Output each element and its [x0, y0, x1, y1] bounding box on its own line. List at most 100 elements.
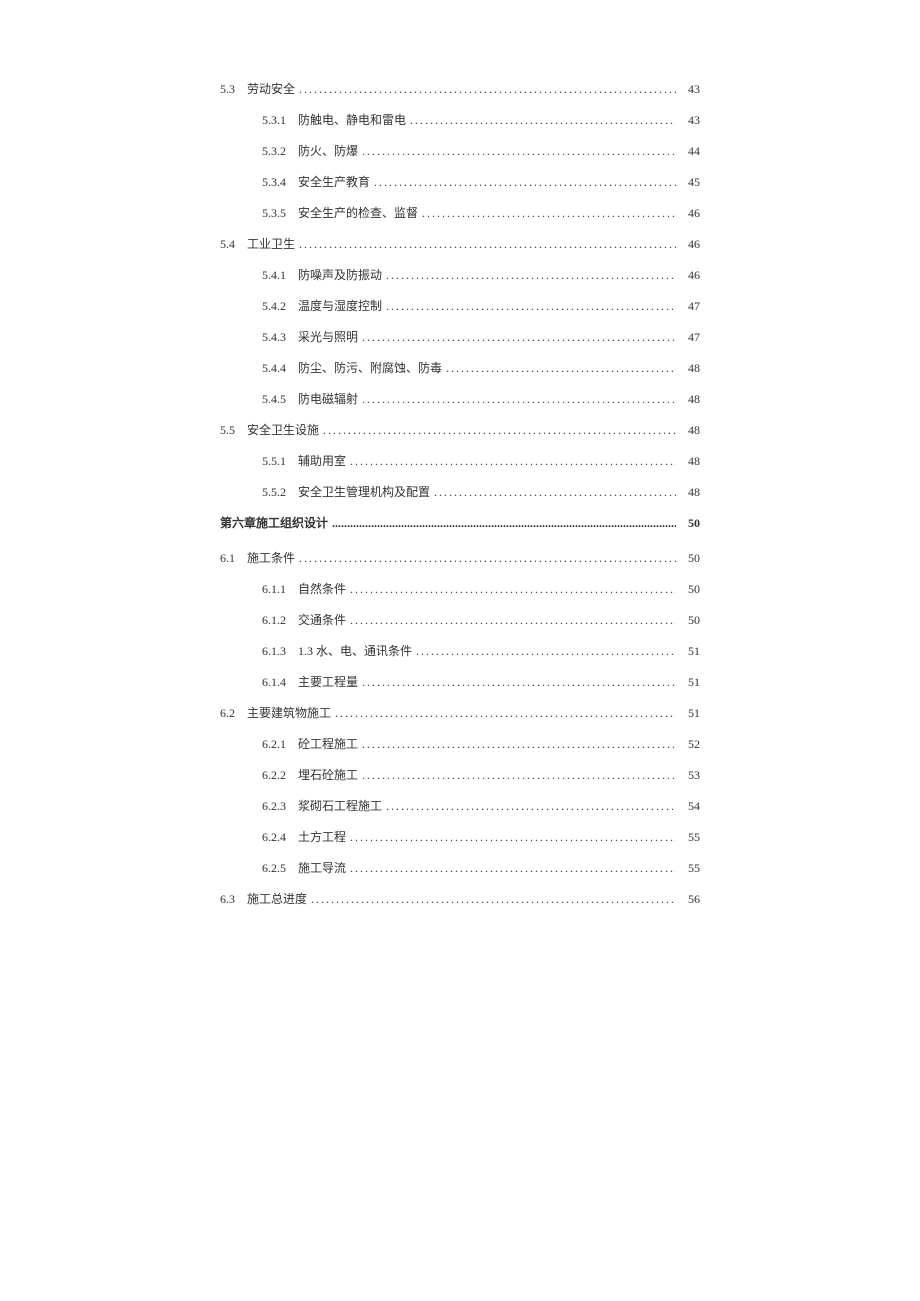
toc-title: 主要建筑物施工 [247, 704, 331, 721]
toc-entry: 5.3.5安全生产的检查、监督46 [262, 204, 700, 221]
toc-number: 6.1.2 [262, 613, 286, 628]
toc-number: 6.2.2 [262, 768, 286, 783]
toc-leader [422, 206, 676, 221]
toc-entry: 6.1施工条件50 [220, 549, 700, 566]
toc-entry: 6.3施工总进度56 [220, 890, 700, 907]
toc-leader [323, 423, 676, 438]
toc-page: 50 [680, 551, 700, 566]
toc-page: 50 [680, 516, 700, 531]
toc-entry: 5.5.1辅助用室48 [262, 452, 700, 469]
toc-leader [350, 613, 676, 628]
toc-leader [350, 830, 676, 845]
toc-title: 防触电、静电和雷电 [298, 111, 406, 128]
toc-entry: 5.3.4安全生产教育45 [262, 173, 700, 190]
toc-leader [350, 454, 676, 469]
toc-title: 主要工程量 [298, 673, 358, 690]
toc-title: 交通条件 [298, 611, 346, 628]
toc-title: 埋石砼施工 [298, 766, 358, 783]
toc-leader [446, 361, 676, 376]
toc-entry: 6.2.3 浆砌石工程施工 54 [262, 797, 700, 814]
toc-page: 55 [680, 861, 700, 876]
toc-leader [311, 892, 676, 907]
toc-leader [374, 175, 676, 190]
toc-title: 1.3 水、电、通讯条件 [298, 642, 412, 659]
toc-page: 54 [680, 799, 700, 814]
toc-page: 51 [680, 644, 700, 659]
toc-number: 6.2.1 [262, 737, 286, 752]
toc-number: 6.2.3 [262, 799, 286, 814]
toc-leader [350, 582, 676, 597]
toc-page: 46 [680, 268, 700, 283]
toc-leader [434, 485, 676, 500]
toc-number: 5.3.2 [262, 144, 286, 159]
toc-entry: 5.5安全卫生设施48 [220, 421, 700, 438]
toc-title: 辅助用室 [298, 452, 346, 469]
toc-leader [410, 113, 676, 128]
toc-page: 52 [680, 737, 700, 752]
toc-page: 48 [680, 485, 700, 500]
toc-number: 5.4 [220, 237, 235, 252]
toc-title: 防尘、防污、附腐蚀、防毒 [298, 359, 442, 376]
toc-entry: 5.3.1 防触电、静电和雷电 43 [262, 111, 700, 128]
toc-page: 43 [680, 113, 700, 128]
toc-number: 6.1.1 [262, 582, 286, 597]
toc-page: 48 [680, 454, 700, 469]
toc-number: 5.5.2 [262, 485, 286, 500]
toc-number: 5.3.4 [262, 175, 286, 190]
toc-title: 自然条件 [298, 580, 346, 597]
toc-entry: 5.4.3 采光与照明 47 [262, 328, 700, 345]
toc-leader [299, 551, 676, 566]
toc-leader [416, 644, 676, 659]
toc-title: 防噪声及防振动 [298, 266, 382, 283]
toc-page: 47 [680, 299, 700, 314]
toc-entry: 5.4工业卫生46 [220, 235, 700, 252]
toc-leader [362, 144, 676, 159]
toc-number: 5.4.1 [262, 268, 286, 283]
toc-title: 浆砌石工程施工 [298, 797, 382, 814]
toc-entry: 6.1.31.3 水、电、通讯条件51 [262, 642, 700, 659]
toc-title: 防火、防爆 [298, 142, 358, 159]
toc-title: 安全卫生设施 [247, 421, 319, 438]
toc-title: 安全生产教育 [298, 173, 370, 190]
toc-leader [299, 82, 676, 97]
toc-number: 5.4.3 [262, 330, 286, 345]
toc-page: 51 [680, 675, 700, 690]
toc-leader [299, 237, 676, 252]
toc-leader [386, 268, 676, 283]
toc-number: 5.4.5 [262, 392, 286, 407]
toc-title: 工业卫生 [247, 235, 295, 252]
toc-page: 50 [680, 582, 700, 597]
toc-entry: 第六章施工组织设计50 [220, 514, 700, 531]
toc-leader [386, 299, 676, 314]
toc-page: 48 [680, 423, 700, 438]
toc-title: 砼工程施工 [298, 735, 358, 752]
toc-leader [362, 330, 676, 345]
toc-title: 采光与照明 [298, 328, 358, 345]
toc-page: 48 [680, 361, 700, 376]
toc-number: 6.2.4 [262, 830, 286, 845]
toc-entry: 5.4.1 防噪声及防振动 46 [262, 266, 700, 283]
toc-number: 6.2 [220, 706, 235, 721]
toc-title: 温度与湿度控制 [298, 297, 382, 314]
toc-page: 43 [680, 82, 700, 97]
toc-number: 6.3 [220, 892, 235, 907]
toc-entry: 5.3.2防火、防爆44 [262, 142, 700, 159]
toc-entry: 5.3劳动安全43 [220, 80, 700, 97]
toc-entry: 6.2.2埋石砼施工53 [262, 766, 700, 783]
toc-page: 56 [680, 892, 700, 907]
toc-title: 土方工程 [298, 828, 346, 845]
toc-leader [386, 799, 676, 814]
toc-page: 46 [680, 206, 700, 221]
toc-entry: 5.4.5防电磁辐射48 [262, 390, 700, 407]
toc-leader [335, 706, 676, 721]
toc-entry: 6.2.5施工导流55 [262, 859, 700, 876]
toc-title: 安全卫生管理机构及配置 [298, 483, 430, 500]
toc-page: 47 [680, 330, 700, 345]
toc-number: 6.1 [220, 551, 235, 566]
toc-entry: 6.1.4主要工程量51 [262, 673, 700, 690]
toc-entry: 6.2主要建筑物施工51 [220, 704, 700, 721]
toc-page: 48 [680, 392, 700, 407]
toc-entry: 6.2.1 砼工程施工 52 [262, 735, 700, 752]
toc-number: 5.3.1 [262, 113, 286, 128]
toc-number: 6.2.5 [262, 861, 286, 876]
